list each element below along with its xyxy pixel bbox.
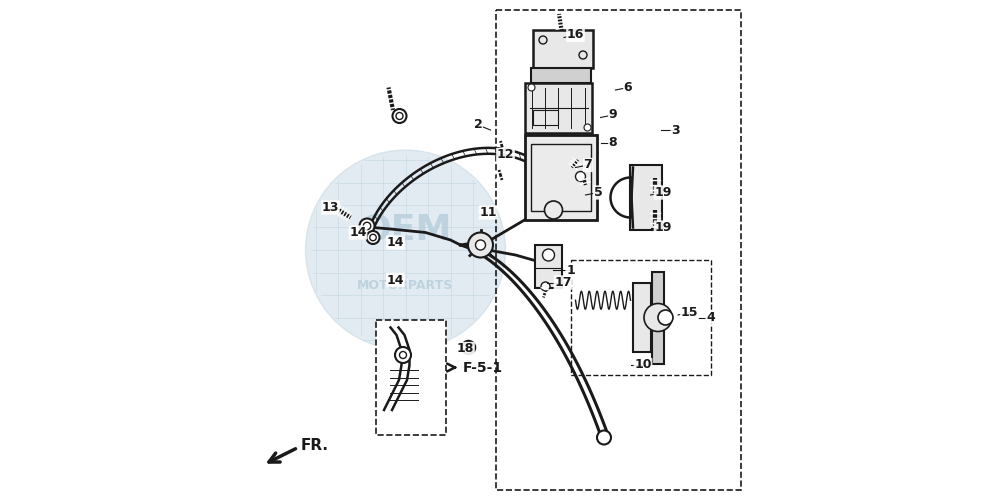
Text: 1: 1 — [567, 264, 575, 276]
Text: 13: 13 — [321, 201, 339, 214]
Circle shape — [359, 218, 374, 234]
Text: 7: 7 — [584, 158, 593, 172]
Bar — [533, 110, 558, 125]
Text: 15: 15 — [681, 306, 699, 319]
Text: FR.: FR. — [300, 438, 328, 452]
Circle shape — [399, 352, 406, 358]
Circle shape — [465, 344, 471, 350]
Circle shape — [644, 304, 672, 332]
Bar — [571, 260, 711, 375]
Text: MOTORPARTS: MOTORPARTS — [357, 278, 453, 291]
Bar — [535, 245, 562, 288]
Circle shape — [395, 347, 411, 363]
Circle shape — [462, 341, 475, 354]
Text: 14: 14 — [349, 226, 366, 239]
Circle shape — [545, 201, 563, 219]
Circle shape — [468, 232, 493, 258]
Circle shape — [475, 240, 485, 250]
Circle shape — [369, 234, 376, 241]
Circle shape — [366, 231, 379, 244]
Text: 19: 19 — [655, 186, 672, 199]
Text: 19: 19 — [655, 221, 672, 234]
Text: 6: 6 — [624, 81, 633, 94]
Text: 9: 9 — [609, 108, 618, 122]
Circle shape — [597, 430, 611, 444]
Text: 16: 16 — [567, 28, 585, 42]
Text: OEM: OEM — [359, 213, 451, 247]
Bar — [525, 82, 592, 132]
Circle shape — [363, 222, 370, 230]
Circle shape — [658, 310, 673, 325]
Text: 3: 3 — [672, 124, 680, 136]
Bar — [633, 283, 651, 352]
Text: 5: 5 — [594, 186, 603, 199]
Circle shape — [543, 249, 555, 261]
Bar — [630, 165, 662, 230]
Circle shape — [584, 124, 591, 131]
Bar — [531, 144, 591, 211]
Text: 18: 18 — [456, 342, 474, 355]
Circle shape — [528, 84, 535, 91]
Text: 10: 10 — [635, 358, 652, 372]
Circle shape — [305, 150, 506, 350]
Text: 8: 8 — [609, 136, 618, 149]
Text: 14: 14 — [386, 274, 404, 286]
Circle shape — [396, 112, 403, 119]
Text: F-5-1: F-5-1 — [462, 360, 503, 374]
Text: 11: 11 — [479, 206, 496, 219]
Circle shape — [576, 172, 586, 181]
Text: 2: 2 — [473, 118, 482, 132]
Circle shape — [541, 282, 550, 291]
Bar — [652, 272, 664, 364]
Text: 12: 12 — [496, 148, 515, 162]
Bar — [495, 10, 741, 490]
Text: 14: 14 — [386, 236, 404, 249]
Bar — [531, 68, 591, 82]
Bar — [375, 320, 445, 435]
Text: 4: 4 — [706, 311, 715, 324]
Text: 17: 17 — [555, 276, 572, 289]
Bar — [525, 135, 597, 220]
Circle shape — [392, 109, 406, 123]
Bar — [533, 30, 593, 68]
